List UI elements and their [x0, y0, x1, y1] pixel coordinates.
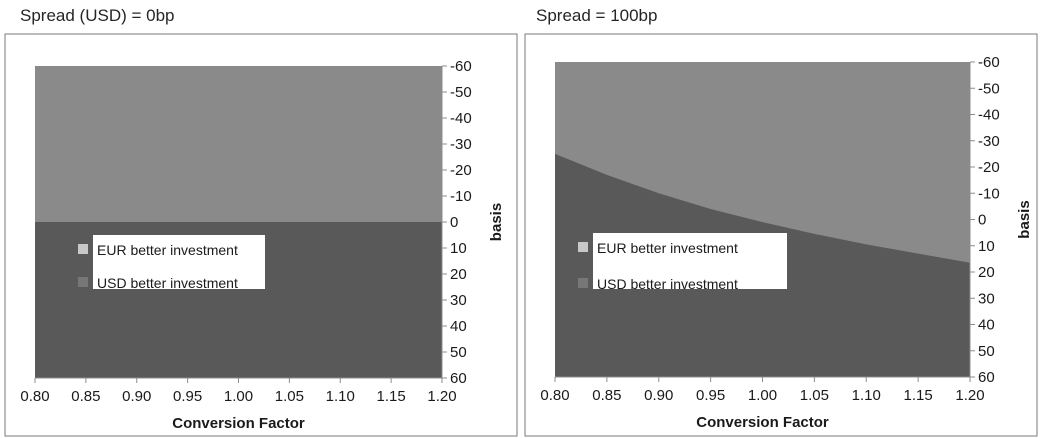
- chart1-y-axis-title: basis: [488, 203, 505, 241]
- chart1-legend-box: [93, 235, 265, 289]
- chart1-x-axis-title: Conversion Factor: [172, 415, 305, 432]
- chart1-y-tick-label: 20: [450, 266, 467, 283]
- chart2-y-axis-title: basis: [1016, 200, 1033, 238]
- chart1-x-tick-label: 1.00: [224, 388, 253, 405]
- chart2-y-tick-label: -40: [978, 107, 1000, 124]
- chart1-y-tick-label: -10: [450, 188, 472, 205]
- chart1-y-tick-label: -40: [450, 110, 472, 127]
- chart2-legend-label-usd: USD better investment: [597, 276, 738, 292]
- chart2-x-tick-label: 1.20: [955, 387, 984, 404]
- chart1-x-tick-label: 0.85: [71, 388, 100, 405]
- chart1-y-tick-label: 60: [450, 370, 467, 387]
- chart2-y-tick-label: -20: [978, 159, 1000, 176]
- chart2-y-tick-label: 40: [978, 317, 995, 334]
- chart2-x-tick-label: 1.10: [852, 387, 881, 404]
- chart2-x-tick-label: 0.90: [644, 387, 673, 404]
- chart2-y-tick-label: -10: [978, 185, 1000, 202]
- chart2-x-tick-label: 0.80: [540, 387, 569, 404]
- chart2-x-tick-label: 1.15: [904, 387, 933, 404]
- chart1-y-tick-label: 10: [450, 240, 467, 257]
- chart1-x-tick-label: 1.10: [326, 388, 355, 405]
- chart1-x-tick-label: 1.20: [427, 388, 456, 405]
- chart2-x-tick-label: 1.00: [748, 387, 777, 404]
- chart1-y-tick-label: 30: [450, 292, 467, 309]
- chart1-y-tick-label: -60: [450, 58, 472, 75]
- chart-layer: 0.80 0.85 0.90 0.95 1.00 1.05 1.10 1.15 1.20 -60 -…: [20, 54, 1033, 432]
- chart2-y-tick-label: 50: [978, 343, 995, 360]
- chart2-y-tick-label: 30: [978, 290, 995, 307]
- chart1-x-tick-label: 0.90: [122, 388, 151, 405]
- chart1-y-tick-label: 40: [450, 318, 467, 335]
- chart2-y-tick-label: 10: [978, 238, 995, 255]
- chart2-x-tick-label: 0.85: [592, 387, 621, 404]
- chart2-y-tick-label: 60: [978, 369, 995, 386]
- chart1-y-tick-label: 50: [450, 344, 467, 361]
- chart2-x-tick-label: 0.95: [696, 387, 725, 404]
- chart-title-right: Spread = 100bp: [536, 6, 658, 25]
- chart2-legend-swatch-usd: [578, 278, 588, 288]
- chart1-x-tick-label: 1.15: [377, 388, 406, 405]
- chart1-legend-swatch-usd: [78, 277, 88, 287]
- chart2-x-axis-title: Conversion Factor: [696, 414, 829, 431]
- chart2-y-tick-label: -30: [978, 133, 1000, 150]
- chart1-legend-label-eur: EUR better investment: [97, 242, 238, 258]
- chart1-y-tick-label: -50: [450, 84, 472, 101]
- chart1-x-tick-label: 0.95: [173, 388, 202, 405]
- chart1-y-tick-label: 0: [450, 214, 458, 231]
- chart1-y-tick-label: -20: [450, 162, 472, 179]
- chart2-y-tick-label: -50: [978, 80, 1000, 97]
- chart2-legend-box: [593, 233, 787, 289]
- chart2-x-tick-label: 1.05: [800, 387, 829, 404]
- chart2-legend-swatch-eur: [578, 242, 588, 252]
- chart2-y-tick-label: -60: [978, 54, 1000, 71]
- chart1-legend-label-usd: USD better investment: [97, 275, 238, 291]
- chart1-x-tick-label: 0.80: [20, 388, 49, 405]
- chart2-y-tick-label: 20: [978, 264, 995, 281]
- chart1-legend-swatch-eur: [78, 244, 88, 254]
- chart2-legend-label-eur: EUR better investment: [597, 240, 738, 256]
- chart-title-left: Spread (USD) = 0bp: [20, 6, 175, 25]
- chart1-y-tick-label: -30: [450, 136, 472, 153]
- chart1-x-tick-label: 1.05: [275, 388, 304, 405]
- chart2-y-tick-label: 0: [978, 212, 986, 229]
